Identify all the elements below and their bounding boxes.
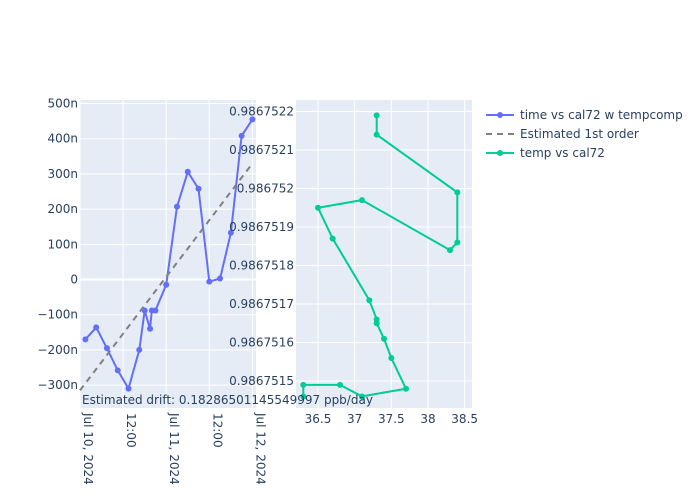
left-y-tick-label: −200n — [37, 343, 78, 357]
left-x-tick-label: 12:00 — [124, 413, 138, 448]
left-x-tick-label: Jul 11, 2024 — [167, 412, 181, 485]
data-point-time-vs-cal72[interactable] — [103, 345, 110, 352]
right-x-tick-label: 36.5 — [305, 412, 332, 426]
data-point-temp-vs-cal72[interactable] — [403, 385, 409, 392]
legend-label: temp vs cal72 — [520, 146, 605, 160]
data-point-temp-vs-cal72[interactable] — [373, 112, 380, 119]
data-point-temp-vs-cal72[interactable] — [373, 316, 380, 323]
right-x-tick-labels: 36.5 37 37.5 38 38.5 — [305, 412, 478, 426]
legend[interactable]: time vs cal72 w tempcomp Estimated 1st or… — [486, 108, 683, 160]
legend-swatch-marker — [497, 112, 503, 118]
left-series-group — [79, 116, 256, 392]
data-point-temp-vs-cal72[interactable] — [300, 393, 307, 400]
right-y-tick-label: 0.9867521 — [229, 143, 294, 157]
data-point-time-vs-cal72[interactable] — [114, 367, 121, 374]
right-y-tick-label: 0.9867519 — [229, 220, 294, 234]
left-y-tick-label: 0 — [70, 273, 78, 287]
data-point-time-vs-cal72[interactable] — [163, 281, 170, 288]
legend-swatch-marker — [497, 150, 503, 156]
data-point-time-vs-cal72[interactable] — [195, 185, 202, 192]
data-point-time-vs-cal72[interactable] — [152, 307, 159, 314]
legend-item[interactable]: temp vs cal72 — [486, 146, 605, 160]
data-point-time-vs-cal72[interactable] — [227, 229, 234, 236]
drift-annotation: Estimated drift: 0.18286501145549997 ppb… — [82, 393, 373, 407]
right-grid — [296, 100, 472, 408]
left-x-tick-labels: Jul 10, 2024 12:00 Jul 11, 2024 12:00 Jul 12… — [81, 412, 267, 485]
right-y-tick-labels: 0.9867515 0.9867516 0.9867517 0.9867518 0.98… — [229, 105, 294, 388]
data-point-temp-vs-cal72[interactable] — [381, 335, 387, 342]
right-plot-background — [296, 100, 472, 408]
left-y-tick-label: 300n — [47, 167, 78, 181]
left-y-tick-label: 200n — [47, 202, 78, 216]
data-point-time-vs-cal72[interactable] — [249, 116, 256, 123]
left-x-tick-label: Jul 12, 2024 — [253, 412, 267, 485]
data-point-temp-vs-cal72[interactable] — [359, 197, 365, 204]
data-point-temp-vs-cal72[interactable] — [329, 235, 336, 242]
legend-item[interactable]: Estimated 1st order — [486, 127, 639, 141]
data-point-temp-vs-cal72[interactable] — [454, 239, 461, 246]
right-y-tick-label: 0.9867522 — [229, 105, 294, 119]
right-y-tick-label: 0.9867516 — [229, 336, 294, 350]
data-point-time-vs-cal72[interactable] — [206, 278, 213, 285]
right-y-tick-label: 0.9867517 — [229, 297, 294, 311]
left-y-tick-label: 100n — [47, 237, 78, 251]
data-point-time-vs-cal72[interactable] — [141, 307, 148, 314]
left-y-tick-label: −100n — [37, 308, 78, 322]
right-x-tick-label: 38 — [420, 412, 435, 426]
data-point-temp-vs-cal72[interactable] — [315, 204, 321, 211]
legend-item[interactable]: time vs cal72 w tempcomp — [486, 108, 683, 122]
left-y-tick-label: 500n — [47, 97, 78, 111]
right-x-tick-label: 38.5 — [451, 412, 478, 426]
data-point-temp-vs-cal72[interactable] — [373, 131, 380, 138]
left-x-tick-label: Jul 10, 2024 — [81, 412, 95, 485]
data-point-time-vs-cal72[interactable] — [82, 336, 89, 343]
right-x-tick-label: 37 — [347, 412, 362, 426]
right-y-tick-label: 0.9867515 — [229, 374, 294, 388]
right-x-tick-label: 37.5 — [378, 412, 405, 426]
left-grid — [79, 100, 256, 408]
data-point-time-vs-cal72[interactable] — [93, 324, 100, 331]
legend-label: Estimated 1st order — [520, 127, 639, 141]
right-y-tick-label: 0.9867518 — [229, 259, 294, 273]
data-point-temp-vs-cal72[interactable] — [388, 354, 395, 361]
data-point-time-vs-cal72[interactable] — [217, 275, 224, 282]
data-point-temp-vs-cal72[interactable] — [447, 247, 453, 254]
left-y-tick-label: 400n — [47, 132, 78, 146]
series-line-temp-vs-cal72 — [302, 115, 459, 398]
data-point-time-vs-cal72[interactable] — [136, 346, 143, 353]
right-y-tick-label: 0.986752 — [237, 182, 294, 196]
right-series-group — [300, 112, 461, 400]
data-point-temp-vs-cal72[interactable] — [366, 297, 373, 304]
left-x-tick-label: 12:00 — [210, 413, 224, 448]
data-point-time-vs-cal72[interactable] — [147, 325, 154, 332]
data-point-time-vs-cal72[interactable] — [184, 168, 191, 175]
data-point-temp-vs-cal72[interactable] — [300, 381, 307, 388]
left-y-tick-labels: 500n 400n 300n 200n 100n 0 −100n −200n −300n — [37, 97, 78, 393]
left-y-tick-label: −300n — [37, 378, 78, 392]
data-point-time-vs-cal72[interactable] — [125, 385, 132, 392]
legend-label: time vs cal72 w tempcomp — [520, 108, 683, 122]
data-point-temp-vs-cal72[interactable] — [337, 381, 343, 388]
data-point-time-vs-cal72[interactable] — [173, 203, 180, 210]
series-line-estimated-1st-order — [79, 162, 254, 392]
data-point-time-vs-cal72[interactable] — [238, 132, 245, 139]
data-point-temp-vs-cal72[interactable] — [454, 189, 461, 196]
data-point-temp-vs-cal72[interactable] — [359, 393, 365, 400]
